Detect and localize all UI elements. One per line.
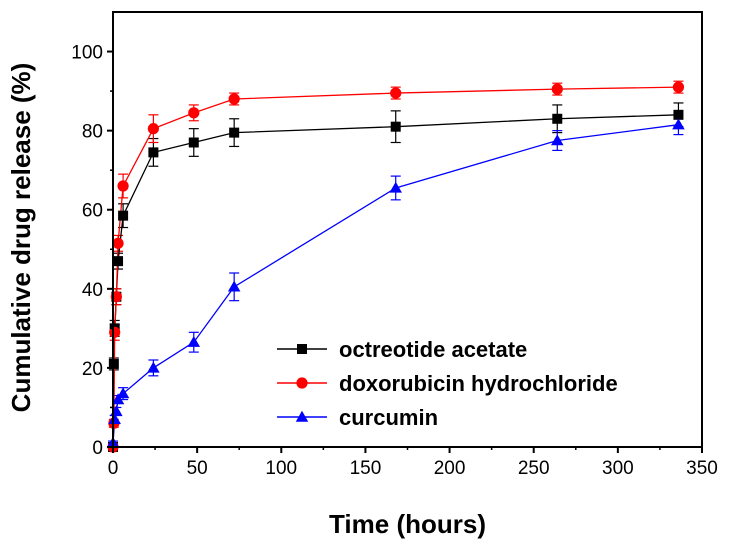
data-point-circle <box>147 123 159 135</box>
data-point-square <box>148 147 159 158</box>
y-tick-label: 20 <box>82 359 103 380</box>
data-point-circle <box>390 87 402 99</box>
data-point-triangle <box>389 181 402 193</box>
x-tick-label: 300 <box>602 458 634 479</box>
y-axis-ticks: 0 20 40 60 80 100 <box>71 43 113 459</box>
series-line-circle <box>112 86 679 448</box>
data-point-triangle <box>111 393 125 405</box>
x-axis-title: Time (hours) <box>329 509 486 539</box>
x-tick-label: 350 <box>686 458 718 479</box>
data-point-circle <box>551 83 563 95</box>
data-point-square <box>113 256 124 267</box>
data-point-square <box>552 113 563 124</box>
legend-item-octreotide-acetate: octreotide acetate <box>277 337 527 362</box>
y-tick-label: 40 <box>82 280 103 301</box>
data-point-circle <box>228 93 240 105</box>
data-point-triangle <box>147 361 160 373</box>
data-point-square <box>229 127 240 138</box>
data-point-circle <box>112 237 124 249</box>
x-tick-label: 50 <box>187 458 208 479</box>
data-point-square <box>390 121 401 132</box>
x-tick-label: 150 <box>350 458 382 479</box>
x-tick-label: 0 <box>108 458 119 479</box>
data-point-triangle <box>116 387 130 399</box>
y-tick-label: 0 <box>92 438 103 459</box>
series-line-square <box>112 114 679 448</box>
y-tick-label: 60 <box>82 201 103 222</box>
x-tick-label: 250 <box>518 458 550 479</box>
data-point-square <box>118 210 129 221</box>
y-tick-label: 100 <box>71 43 103 64</box>
legend-label: doxorubicin hydrochloride <box>339 371 618 396</box>
legend-label: curcumin <box>339 405 438 430</box>
data-point-triangle <box>227 280 241 292</box>
data-point-triangle <box>108 413 121 425</box>
series-markers <box>106 81 685 453</box>
data-point-circle <box>672 81 685 93</box>
data-point-circle <box>117 180 129 192</box>
data-point-triangle <box>187 335 201 347</box>
legend-marker-shape <box>296 377 308 389</box>
x-tick-label: 100 <box>265 458 297 479</box>
data-point-circle <box>188 107 200 119</box>
legend-marker-shape <box>297 344 307 354</box>
x-axis-ticks: 0 50 100 150 200 250 300 350 <box>108 447 718 479</box>
data-point-triangle <box>551 134 564 146</box>
x-tick-label: 200 <box>434 458 466 479</box>
y-axis-title: Cumulative drug release (%) <box>6 63 36 413</box>
legend-circle-marker <box>296 377 308 389</box>
legend-item-doxorubicin-hydrochloride: doxorubicin hydrochloride <box>277 371 618 396</box>
y-tick-label: 80 <box>82 122 103 143</box>
data-point-square <box>673 109 684 120</box>
legend-square-marker <box>297 344 307 354</box>
data-point-triangle <box>672 118 685 130</box>
data-point-circle <box>109 326 121 338</box>
legend-item-curcumin: curcumin <box>277 405 438 430</box>
legend: octreotide acetate doxorubicin hydrochlo… <box>277 337 618 430</box>
legend-label: octreotide acetate <box>339 337 527 362</box>
legend-marker-shape <box>295 410 309 422</box>
legend-triangle-marker <box>295 410 309 422</box>
data-point-square <box>188 137 199 148</box>
